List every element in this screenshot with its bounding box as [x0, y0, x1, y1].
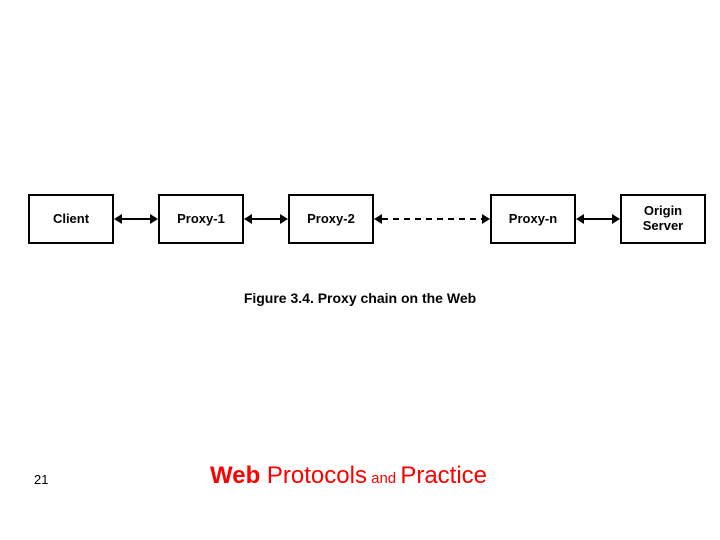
page-number: 21 [34, 472, 48, 487]
page-number-text: 21 [34, 472, 48, 487]
figure-caption: Figure 3.4. Proxy chain on the Web [0, 290, 720, 306]
node-proxy-n-label: Proxy-n [509, 212, 557, 227]
node-proxy-1: Proxy-1 [158, 194, 244, 244]
node-proxy-2-label: Proxy-2 [307, 212, 355, 227]
footer-title-part: and [367, 470, 400, 487]
footer-title-part: Protocols [267, 462, 367, 489]
node-client: Client [28, 194, 114, 244]
figure-caption-text: Figure 3.4. Proxy chain on the Web [244, 290, 476, 306]
node-proxy-n: Proxy-n [490, 194, 576, 244]
footer-title-part: Web [210, 462, 267, 489]
node-origin-label: OriginServer [643, 204, 683, 234]
node-client-label: Client [53, 212, 89, 227]
footer-title-part: Practice [400, 462, 487, 489]
footer-title: Web Protocols and Practice [210, 462, 487, 490]
node-proxy-2: Proxy-2 [288, 194, 374, 244]
node-origin-server: OriginServer [620, 194, 706, 244]
slide-stage: Client Proxy-1 Proxy-2 Proxy-n OriginSer… [0, 0, 720, 540]
node-proxy-1-label: Proxy-1 [177, 212, 225, 227]
edges-layer [0, 0, 720, 540]
